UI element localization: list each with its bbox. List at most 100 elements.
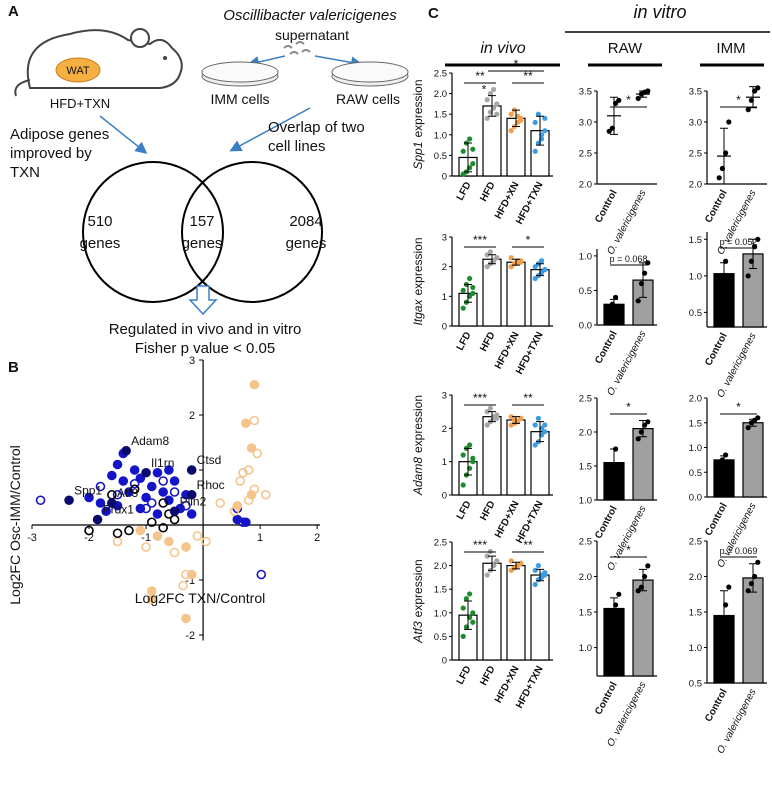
data-point xyxy=(542,267,548,273)
data-point xyxy=(181,613,191,624)
data-point xyxy=(249,484,260,495)
data-point xyxy=(487,548,493,555)
y-tick-label: 0.5 xyxy=(434,151,447,162)
data-point xyxy=(158,522,168,533)
data-point xyxy=(542,429,548,435)
data-point xyxy=(124,525,134,536)
data-point xyxy=(178,580,188,591)
y-tick-label: 2 xyxy=(189,410,195,422)
data-point xyxy=(460,287,466,293)
data-point xyxy=(542,422,548,428)
data-point xyxy=(158,476,168,486)
data-point xyxy=(726,584,732,590)
bar xyxy=(506,261,526,327)
x-tick-label: Control xyxy=(703,188,730,225)
y-axis-label: Adam8 expression xyxy=(411,395,425,496)
data-point xyxy=(152,531,163,541)
data-point xyxy=(463,596,469,602)
y-tick-label: 0.0 xyxy=(689,493,702,504)
imm-header: IMM xyxy=(716,40,745,57)
bar xyxy=(506,419,526,496)
data-point xyxy=(256,569,267,580)
error-bar xyxy=(488,555,496,571)
y-tick-label: 2.0 xyxy=(579,428,592,439)
y-tick-label: 2.0 xyxy=(689,394,702,405)
data-point xyxy=(716,175,722,181)
x-axis-label: Log2FC TXN/Control xyxy=(135,590,265,606)
point-label: Ctsd xyxy=(197,453,222,467)
significance-label: * xyxy=(736,400,741,414)
x-tick-label: Control xyxy=(703,501,730,538)
data-point xyxy=(635,95,641,102)
x-tick-label: HFD xyxy=(478,664,497,687)
error-bar xyxy=(512,416,520,424)
data-point xyxy=(535,111,542,117)
significance-label: p = 0.068 xyxy=(610,254,648,264)
data-point xyxy=(261,489,271,500)
y-tick-label: 2.0 xyxy=(689,572,702,583)
error-bar xyxy=(749,563,757,593)
data-point xyxy=(494,558,500,564)
bacterium-label: Oscillibacter valericigenes xyxy=(223,7,397,24)
significance-label: * xyxy=(514,57,519,71)
y-axis-label: Itgax expression xyxy=(411,237,425,325)
data-point xyxy=(542,572,548,578)
bar xyxy=(482,258,502,327)
error-bar xyxy=(610,448,618,477)
y-tick-label: 0.5 xyxy=(689,468,702,479)
data-point xyxy=(112,489,123,500)
raw-cells-label: RAW cells xyxy=(336,91,400,107)
data-point xyxy=(252,448,263,459)
data-point xyxy=(745,107,751,113)
y-tick-label: 2.5 xyxy=(579,537,592,548)
error-bar xyxy=(720,127,728,185)
significance-label: * xyxy=(626,93,631,107)
y-tick-label: 2.0 xyxy=(689,180,702,191)
data-point xyxy=(484,115,490,121)
significance-label: ** xyxy=(523,538,533,552)
data-point xyxy=(755,85,761,91)
data-point xyxy=(460,633,466,640)
x-tick-label: LFD xyxy=(455,664,474,686)
data-point xyxy=(238,467,248,478)
adipose-label: improved by xyxy=(10,145,92,162)
data-point xyxy=(487,249,493,255)
error-bar xyxy=(488,95,496,117)
data-point xyxy=(487,91,493,97)
data-point xyxy=(146,481,157,492)
venn-diagram xyxy=(82,161,323,303)
in-vivo-header: in vivo xyxy=(480,40,525,57)
data-point xyxy=(141,467,151,478)
in-vitro-header: in vitro xyxy=(633,2,686,22)
error-bar xyxy=(749,86,757,109)
data-point xyxy=(484,553,490,559)
y-tick-label: 1.5 xyxy=(579,608,592,619)
x-tick-label: HFD xyxy=(478,330,497,353)
error-bar xyxy=(720,262,728,286)
x-tick-label: -3 xyxy=(27,532,37,544)
bar xyxy=(632,579,654,677)
y-tick-label: 1.5 xyxy=(689,608,702,619)
y-tick-label: 1.0 xyxy=(579,643,592,654)
data-point xyxy=(246,443,257,453)
data-point xyxy=(645,260,651,266)
x-tick-label: Control xyxy=(593,329,620,366)
data-point xyxy=(460,452,466,458)
data-point xyxy=(141,503,151,514)
x-tick-label: 1 xyxy=(257,532,263,544)
y-tick-label: 2.5 xyxy=(689,149,702,160)
significance-label: *** xyxy=(473,391,487,405)
y-tick-label: 1.0 xyxy=(689,271,702,282)
data-point xyxy=(606,466,612,472)
data-point xyxy=(532,148,538,154)
y-axis-unit: expression xyxy=(411,79,425,137)
data-point xyxy=(470,161,476,167)
error-bar xyxy=(639,90,647,98)
data-point xyxy=(112,536,123,547)
data-point xyxy=(470,290,476,296)
data-point xyxy=(484,422,490,428)
y-tick-label: 1.5 xyxy=(689,235,702,246)
y-tick-label: -2 xyxy=(185,630,195,642)
y-tick-label: 2 xyxy=(442,424,447,435)
point-label: Prdx1 xyxy=(103,503,135,517)
